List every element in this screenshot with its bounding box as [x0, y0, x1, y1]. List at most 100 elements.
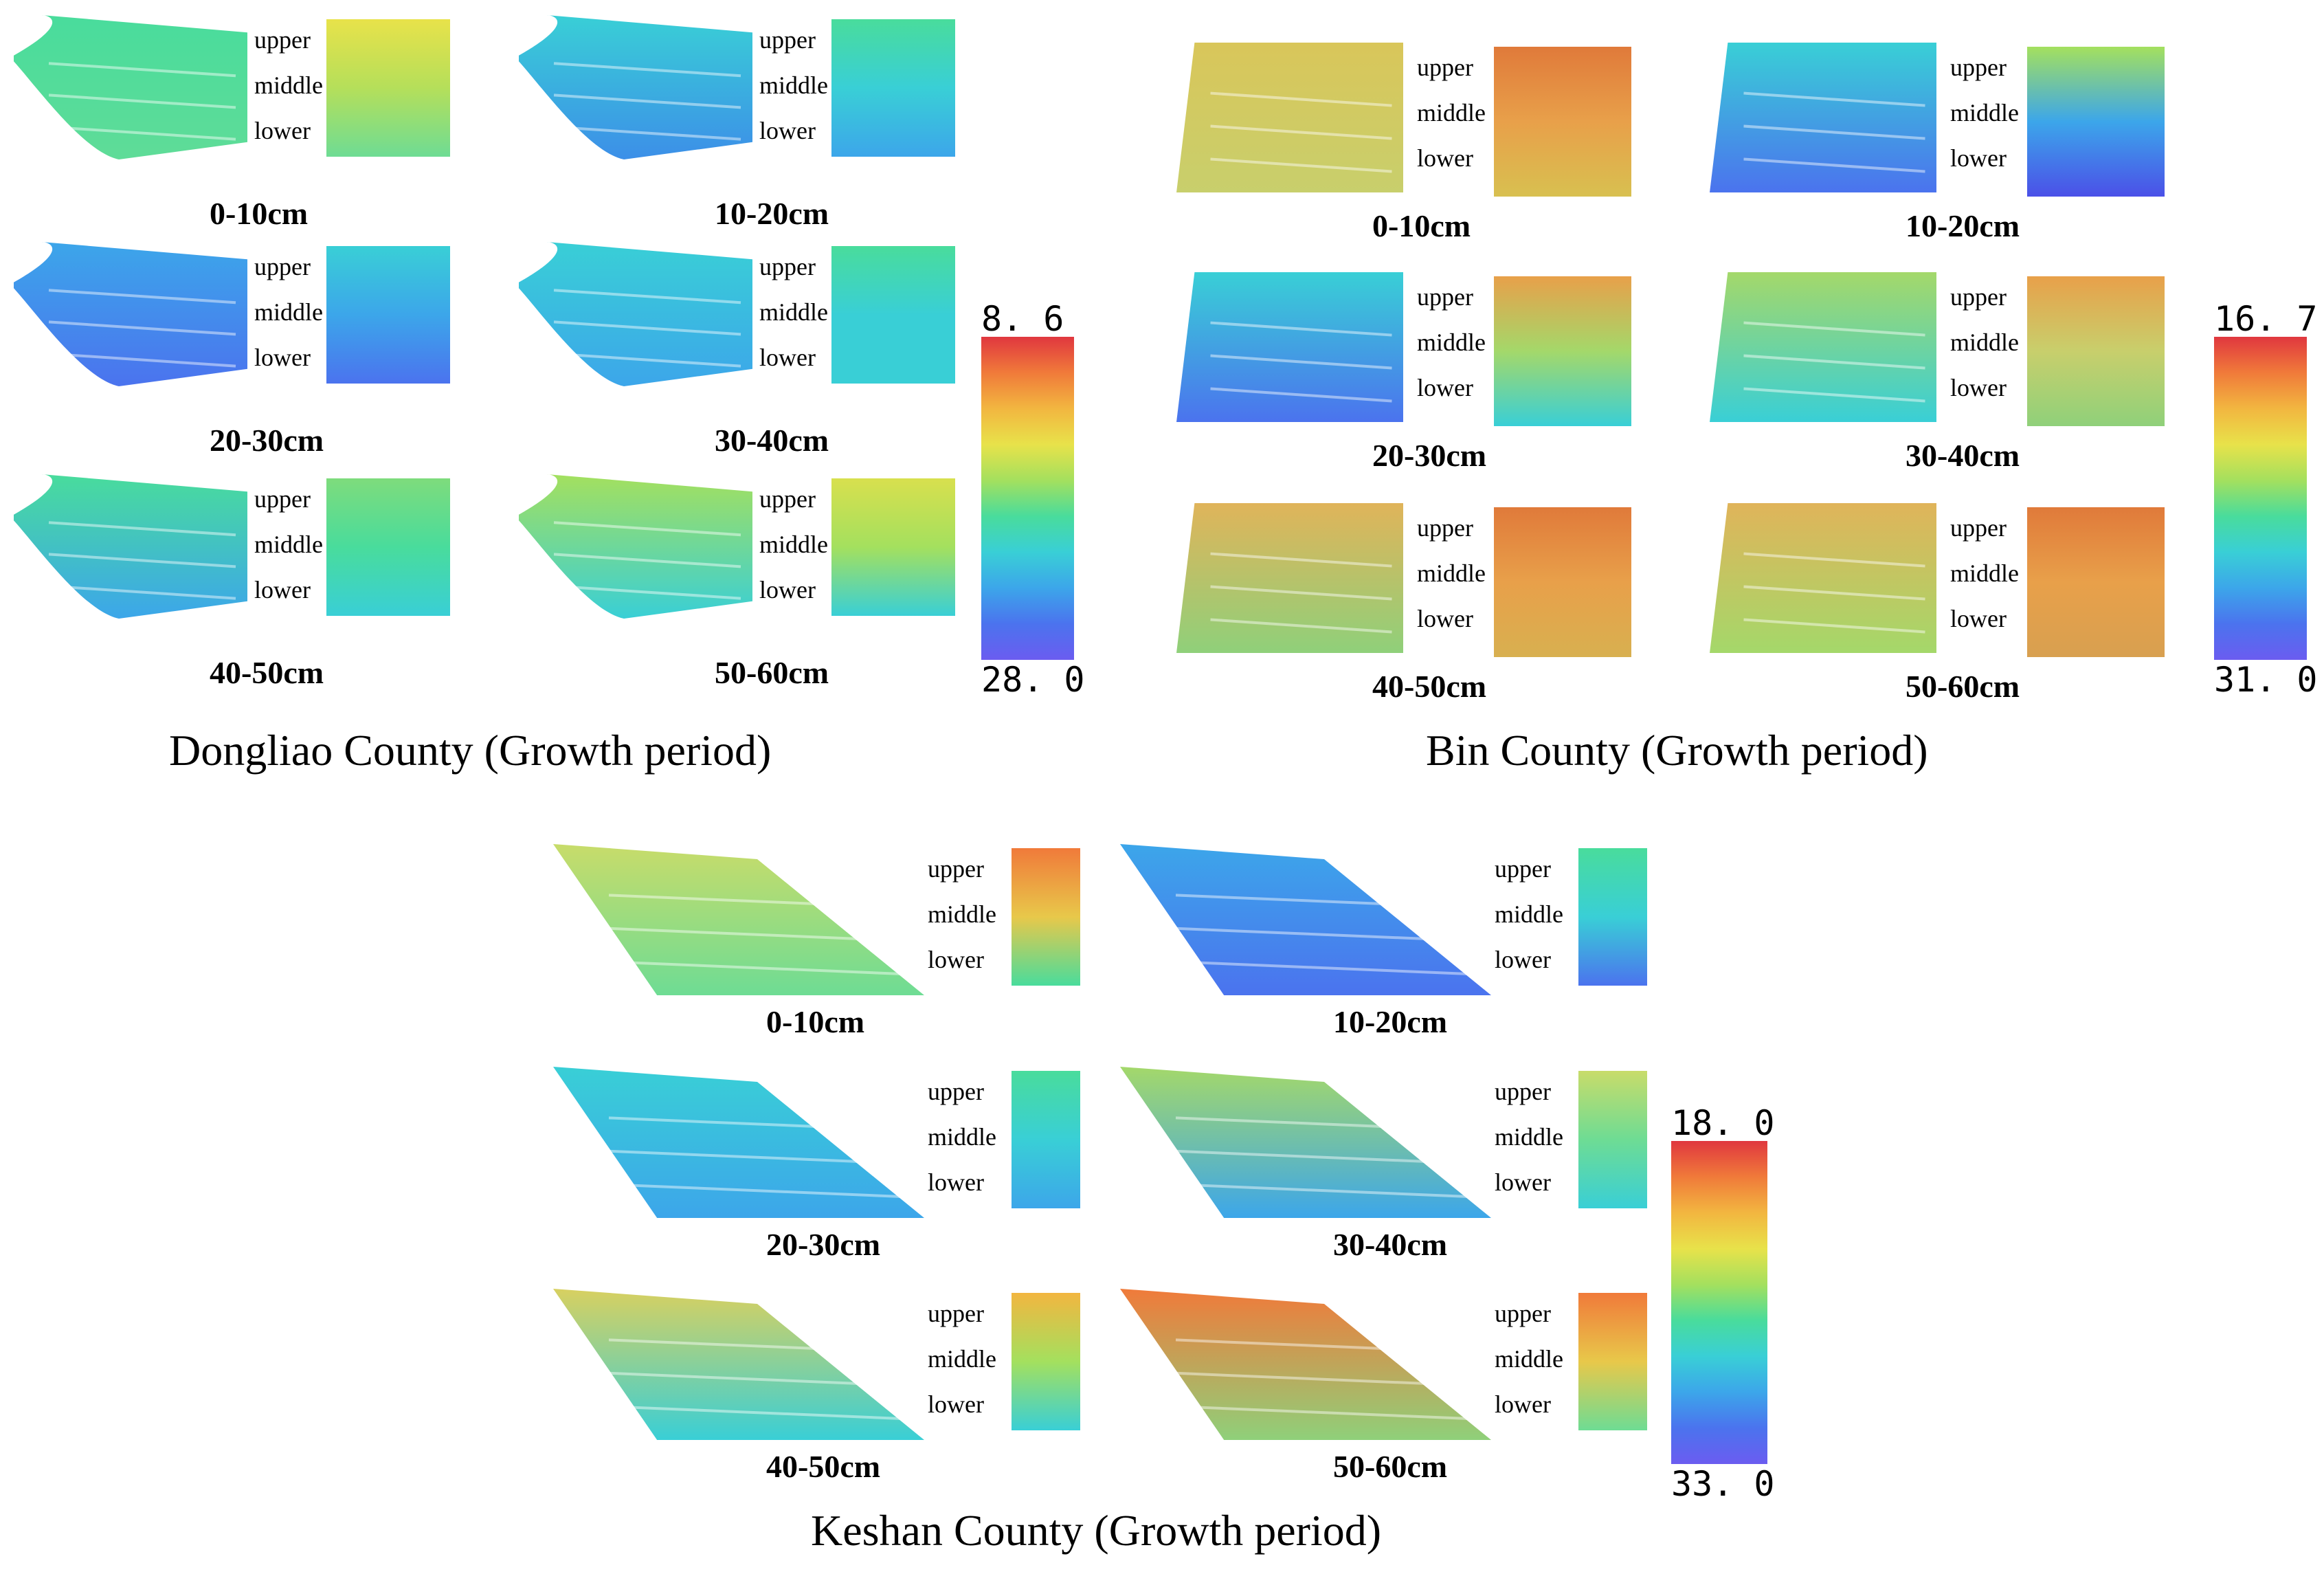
depth-label: 40-50cm [1372, 669, 1487, 704]
depth-label: 20-30cm [1372, 438, 1487, 473]
depth-label: 0-10cm [210, 196, 309, 231]
depth-label: 50-60cm [1906, 669, 2020, 704]
position-label-upper: upper [1495, 1300, 1551, 1327]
position-label-middle: middle [759, 298, 828, 326]
ridge-line [553, 320, 741, 336]
field-map [14, 474, 247, 619]
field-surface [1176, 272, 1403, 422]
ridge-line [1210, 387, 1392, 403]
ridge-line [1743, 354, 1925, 370]
ridge-line [608, 1338, 906, 1354]
colorbar-min-label: 31. 0 [2214, 660, 2318, 700]
field-map [14, 15, 247, 159]
position-label-middle: middle [1950, 559, 2019, 587]
ridge-line [553, 289, 741, 304]
position-label-lower: lower [759, 576, 816, 603]
depth-label: 10-20cm [1906, 208, 2020, 243]
position-label-middle: middle [1950, 99, 2019, 126]
position-label-middle: middle [1417, 329, 1486, 356]
position-label-lower: lower [1417, 144, 1473, 172]
position-label-upper: upper [759, 26, 816, 54]
ridge-line [608, 1116, 906, 1132]
position-label-middle: middle [759, 71, 828, 99]
field-surface [1710, 43, 1936, 192]
position-label-lower: lower [1417, 605, 1473, 632]
field-surface [553, 1289, 924, 1440]
cell-bin-1: upper middle lower 10-20cm [1710, 43, 2191, 256]
cell-bin-2: upper middle lower 20-30cm [1176, 272, 1657, 485]
ridge-line [48, 93, 236, 109]
profile-strip [2027, 276, 2165, 426]
ridge-line [48, 584, 236, 600]
profile-strip [1012, 1293, 1080, 1430]
title-bin: Bin County (Growth period) [1426, 726, 1928, 775]
position-label-lower: lower [254, 576, 311, 603]
cell-keshan-1: upper middle lower 10-20cm [1120, 844, 1647, 1057]
colorbar-bin: 16. 7 31. 0 [2214, 299, 2318, 700]
position-label-upper: upper [1950, 283, 2007, 311]
ridge-line [608, 894, 906, 909]
ridge-line [1210, 585, 1392, 601]
field-map [553, 1289, 924, 1440]
position-label-middle: middle [1950, 329, 2019, 356]
depth-label: 40-50cm [766, 1449, 881, 1484]
title-dongliao: Dongliao County (Growth period) [169, 726, 772, 775]
cell-bin-0: upper middle lower 0-10cm [1176, 43, 1657, 256]
position-label-upper: upper [1495, 1078, 1551, 1105]
ridge-line [608, 1405, 906, 1421]
profile-strip [326, 478, 450, 616]
colorbar-gradient [981, 337, 1074, 660]
cell-dongliao-0: upper middle lower 0-10cm [14, 15, 495, 231]
ridge-line [1175, 1405, 1473, 1421]
ridge-line [1743, 618, 1925, 634]
position-label-middle: middle [928, 1123, 996, 1151]
ridge-line [1175, 1371, 1473, 1387]
field-surface [1120, 1067, 1491, 1218]
ridge-line [608, 1149, 906, 1165]
position-label-upper: upper [1417, 54, 1473, 81]
colorbar-min-label: 33. 0 [1671, 1464, 1775, 1504]
ridge-line [1175, 927, 1473, 942]
field-surface [519, 242, 752, 386]
ridge-line [1743, 91, 1925, 107]
ridge-line [1210, 552, 1392, 568]
position-label-upper: upper [1495, 855, 1551, 883]
ridge-line [1175, 960, 1473, 976]
profile-strip [326, 19, 450, 157]
ridge-line [553, 62, 741, 78]
profile-strip [1578, 848, 1647, 986]
profile-strip [2027, 47, 2165, 197]
position-label-upper: upper [1417, 283, 1473, 311]
ridge-line [48, 320, 236, 336]
ridge-line [1210, 354, 1392, 370]
ridge-line [48, 521, 236, 537]
ridge-line [48, 352, 236, 368]
profile-strip [2027, 507, 2165, 657]
profile-strip [1012, 848, 1080, 986]
position-label-middle: middle [759, 531, 828, 558]
cell-keshan-0: upper middle lower 0-10cm [553, 844, 1080, 1057]
position-label-lower: lower [928, 946, 984, 973]
position-label-middle: middle [928, 1345, 996, 1373]
position-label-upper: upper [928, 1300, 984, 1327]
profile-strip [326, 246, 450, 384]
depth-label: 0-10cm [1372, 208, 1471, 243]
field-surface [1710, 503, 1936, 653]
title-keshan: Keshan County (Growth period) [811, 1506, 1382, 1555]
position-label-lower: lower [759, 117, 816, 144]
position-label-middle: middle [1495, 900, 1563, 928]
ridge-line [1175, 1116, 1473, 1132]
depth-label: 20-30cm [210, 423, 324, 458]
ridge-line [1210, 321, 1392, 337]
ridge-line [1210, 618, 1392, 634]
field-surface [1710, 272, 1936, 422]
colorbar-gradient [1671, 1141, 1767, 1464]
position-label-upper: upper [1950, 514, 2007, 542]
position-label-upper: upper [928, 1078, 984, 1105]
position-label-lower: lower [254, 344, 311, 371]
field-map [553, 844, 924, 995]
ridge-line [1210, 157, 1392, 173]
ridge-line [608, 960, 906, 976]
position-label-middle: middle [1495, 1123, 1563, 1151]
field-surface [14, 242, 247, 386]
